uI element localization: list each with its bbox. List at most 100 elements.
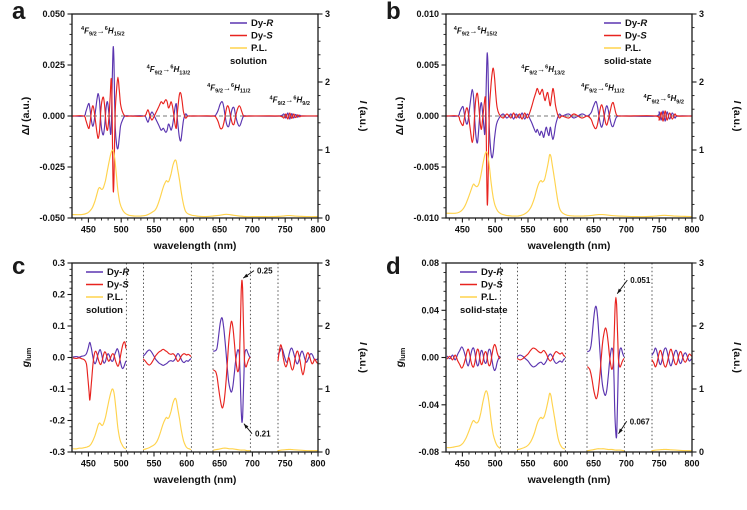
legend-label: Dy-R: [625, 18, 647, 29]
annotation-arrowhead: [243, 273, 249, 279]
y-left-tick-label: 0.000: [42, 111, 65, 121]
x-tick-label: 600: [179, 459, 194, 469]
y-right-tick-label: 0: [325, 213, 330, 223]
legend-label: P.L.: [481, 292, 497, 303]
series-line-p-l-: [446, 390, 501, 449]
series-line-dy-s: [213, 279, 251, 409]
y-left-tick-label: -0.04: [418, 400, 439, 410]
y-left-tick-label: 0.2: [52, 290, 65, 300]
x-tick-label: 550: [520, 459, 535, 469]
y-left-tick-label: 0.025: [42, 60, 65, 70]
x-axis-title: wavelength (nm): [153, 240, 237, 252]
transition-annotation: 4F9/2→6H9/2: [270, 95, 310, 107]
y-right-tick-label: 2: [325, 321, 330, 331]
y-right-tick-label: 0: [699, 213, 704, 223]
legend-label: Dy-R: [251, 18, 273, 29]
panel-d-plot: 450 500 550 600 650 700 750 800 -0.08 -0.04 0.00 0.…: [394, 258, 743, 486]
value-annotation-label: 0.051: [630, 276, 651, 285]
value-annotation-label: 0.067: [630, 417, 651, 426]
series-line-p-l-: [213, 447, 251, 452]
transition-annotation: 4F9/2→6H11/2: [581, 83, 624, 95]
series-line-dy-r: [277, 347, 319, 365]
y-left-tick-label: -0.2: [49, 416, 65, 426]
x-tick-label: 650: [586, 459, 601, 469]
series-line-p-l-: [516, 392, 566, 451]
series-line-dy-r: [651, 347, 693, 367]
series-line-dy-s: [445, 67, 693, 206]
x-tick-label: 700: [619, 459, 634, 469]
y-left-tick-label: 0.0: [52, 353, 65, 363]
panel-letter-b: b: [386, 0, 401, 25]
y-left-axis-title: ΔI (a.u.): [20, 97, 32, 135]
legend-label: Dy-R: [107, 267, 129, 278]
x-tick-label: 500: [488, 459, 503, 469]
legend-note: solid-state: [604, 56, 652, 67]
series-line-dy-s: [72, 341, 127, 401]
value-annotation-label: 0.21: [255, 430, 271, 439]
value-annotation-label: 0.25: [257, 267, 273, 276]
y-right-tick-label: 0: [325, 447, 330, 457]
x-tick-label: 600: [553, 459, 568, 469]
x-tick-label: 450: [81, 225, 96, 235]
x-tick-label: 750: [652, 225, 667, 235]
series-line-dy-r: [72, 341, 127, 370]
series-line-p-l-: [142, 397, 192, 451]
x-tick-label: 450: [81, 459, 96, 469]
panel-b-plot: 450 500 550 600 650 700 750 800 -0.010 -0.005 0.00…: [394, 9, 743, 252]
y-left-tick-label: 0.000: [416, 111, 439, 121]
panel-a: a 450 500 550 600 650 700 750 800 -0.050 -0.025 0.…: [0, 0, 373, 255]
x-tick-label: 550: [520, 225, 535, 235]
y-left-tick-label: -0.050: [39, 213, 65, 223]
series-line-p-l-: [651, 448, 693, 452]
series-line-dy-r: [71, 46, 319, 150]
transition-annotation: 4F9/2→6H13/2: [147, 65, 191, 77]
x-tick-label: 500: [114, 225, 129, 235]
annotation-arrowhead: [243, 423, 249, 429]
x-tick-label: 800: [310, 459, 325, 469]
legend-note: solution: [86, 305, 123, 316]
y-left-tick-label: -0.3: [49, 447, 65, 457]
panel-letter-c: c: [12, 253, 26, 280]
y-left-axis-title: glum: [20, 347, 33, 368]
legend-note: solid-state: [460, 305, 508, 316]
x-tick-label: 800: [310, 225, 325, 235]
y-right-axis-title: I (a.u.): [357, 342, 369, 373]
annotation-arrowhead: [617, 288, 622, 294]
series-line-dy-s: [516, 347, 566, 362]
legend-label: P.L.: [625, 43, 641, 54]
x-tick-label: 450: [455, 225, 470, 235]
panel-letter-a: a: [12, 0, 26, 25]
x-tick-label: 750: [278, 459, 293, 469]
y-right-tick-label: 0: [699, 447, 704, 457]
legend-label: P.L.: [251, 43, 267, 54]
series-line-dy-s: [651, 348, 693, 368]
legend-label: Dy-S: [625, 31, 647, 42]
transition-annotation: 4F9/2→6H15/2: [81, 26, 125, 38]
x-tick-label: 800: [684, 459, 699, 469]
y-right-tick-label: 3: [325, 258, 330, 268]
x-tick-label: 800: [684, 225, 699, 235]
y-right-tick-label: 1: [699, 384, 704, 394]
y-left-tick-label: -0.1: [49, 384, 65, 394]
y-right-tick-label: 1: [325, 145, 330, 155]
annotation-arrowhead: [618, 428, 623, 434]
y-right-axis-title: I (a.u.): [731, 101, 743, 132]
y-right-axis-title: I (a.u.): [731, 342, 743, 373]
series-line-dy-r: [142, 349, 192, 366]
panel-b: b 450 500 550 600 650 700 750 800 -0.010 -0.005 0.…: [374, 0, 747, 255]
x-tick-label: 750: [652, 459, 667, 469]
y-left-tick-label: 0.04: [421, 305, 439, 315]
x-tick-label: 500: [488, 225, 503, 235]
panel-c: c 450 500 550 600 650 700 750 800 -0.3 -0.2 -0.1 0.…: [0, 253, 373, 510]
transition-annotation: 4F9/2→6H11/2: [207, 83, 250, 95]
series-line-dy-s: [277, 344, 319, 376]
transition-annotation: 4F9/2→6H13/2: [521, 65, 565, 77]
panel-a-plot: 450 500 550 600 650 700 750 800 -0.050 -0.025 0.00…: [20, 9, 369, 252]
x-tick-label: 700: [245, 225, 260, 235]
x-axis-title: wavelength (nm): [527, 474, 611, 486]
x-tick-label: 600: [179, 225, 194, 235]
series-line-dy-r: [587, 305, 625, 439]
x-tick-label: 450: [455, 459, 470, 469]
legend-label: Dy-S: [107, 280, 129, 291]
